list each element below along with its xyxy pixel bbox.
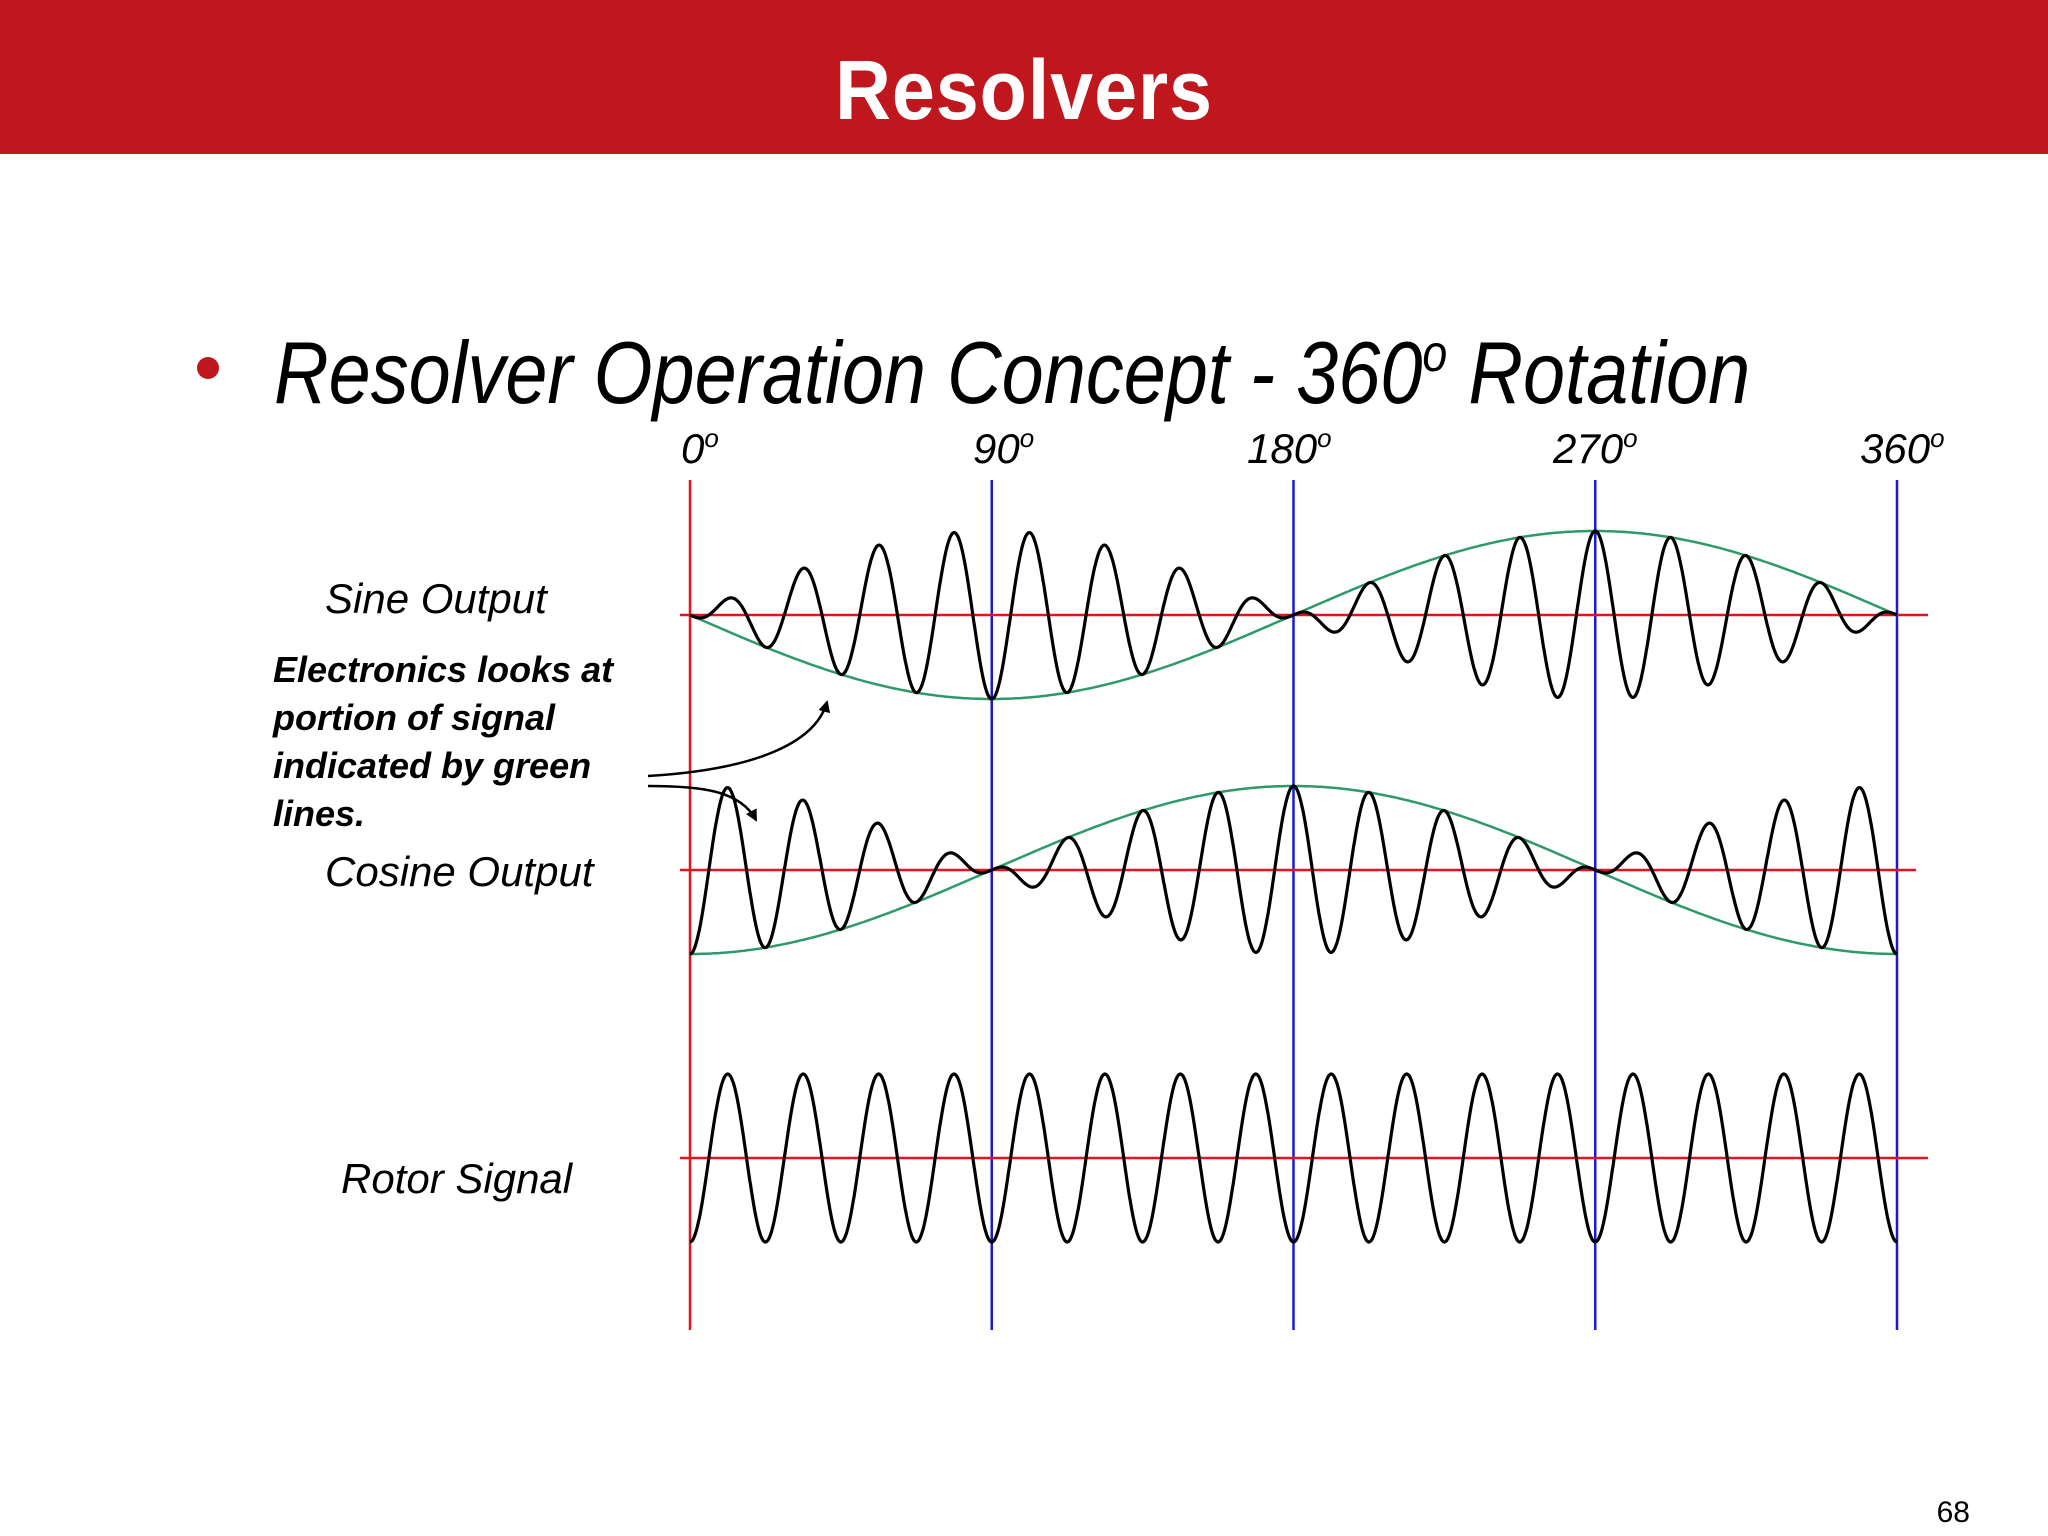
header-bar bbox=[0, 0, 2048, 154]
cosine-output-label: Cosine Output bbox=[325, 848, 594, 895]
page-number: 68 bbox=[1936, 1496, 1970, 1529]
cosine-envelope bbox=[690, 784, 1897, 956]
slide-title: Resolvers bbox=[835, 43, 1213, 137]
note-arrow-sine bbox=[647, 700, 831, 778]
angle-label-180: 180o bbox=[1247, 423, 1332, 472]
angle-label-0: 0o bbox=[681, 423, 719, 472]
sine-output-label: Sine Output bbox=[325, 575, 547, 622]
rotor-waveform bbox=[688, 1072, 1899, 1244]
angle-label-270: 270o bbox=[1553, 423, 1638, 472]
cosine-waveform bbox=[688, 784, 1899, 956]
sine-waveform bbox=[688, 529, 1899, 701]
heading-rest: Rotation bbox=[1447, 323, 1751, 422]
rotor-signal-label: Rotor Signal bbox=[341, 1155, 573, 1202]
electronics-note: Electronics looks at portion of signal i… bbox=[273, 649, 614, 834]
angle-label-360: 360o bbox=[1860, 423, 1945, 472]
note-arrow-cosine bbox=[647, 784, 758, 822]
slide-heading: Resolver Operation Concept - 360o Rotati… bbox=[274, 322, 1750, 422]
sine-envelope bbox=[689, 529, 1898, 701]
heading-main: Resolver Operation Concept - 360 bbox=[274, 323, 1423, 422]
angle-label-90: 90o bbox=[973, 423, 1035, 472]
bullet-dot bbox=[197, 357, 219, 379]
heading-degree-sup: o bbox=[1422, 325, 1448, 383]
